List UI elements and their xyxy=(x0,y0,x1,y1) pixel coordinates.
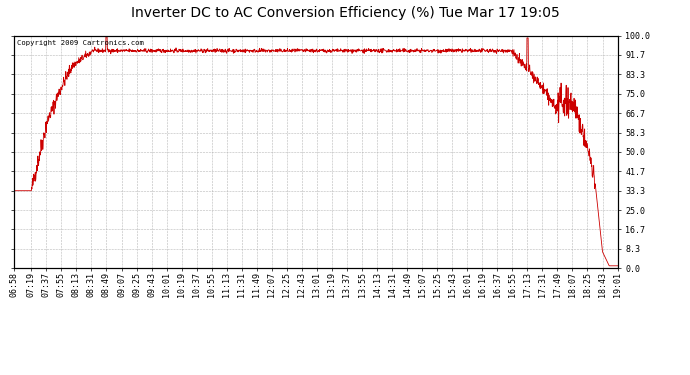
Text: Inverter DC to AC Conversion Efficiency (%) Tue Mar 17 19:05: Inverter DC to AC Conversion Efficiency … xyxy=(130,6,560,20)
Text: Copyright 2009 Cartronics.com: Copyright 2009 Cartronics.com xyxy=(17,40,144,46)
